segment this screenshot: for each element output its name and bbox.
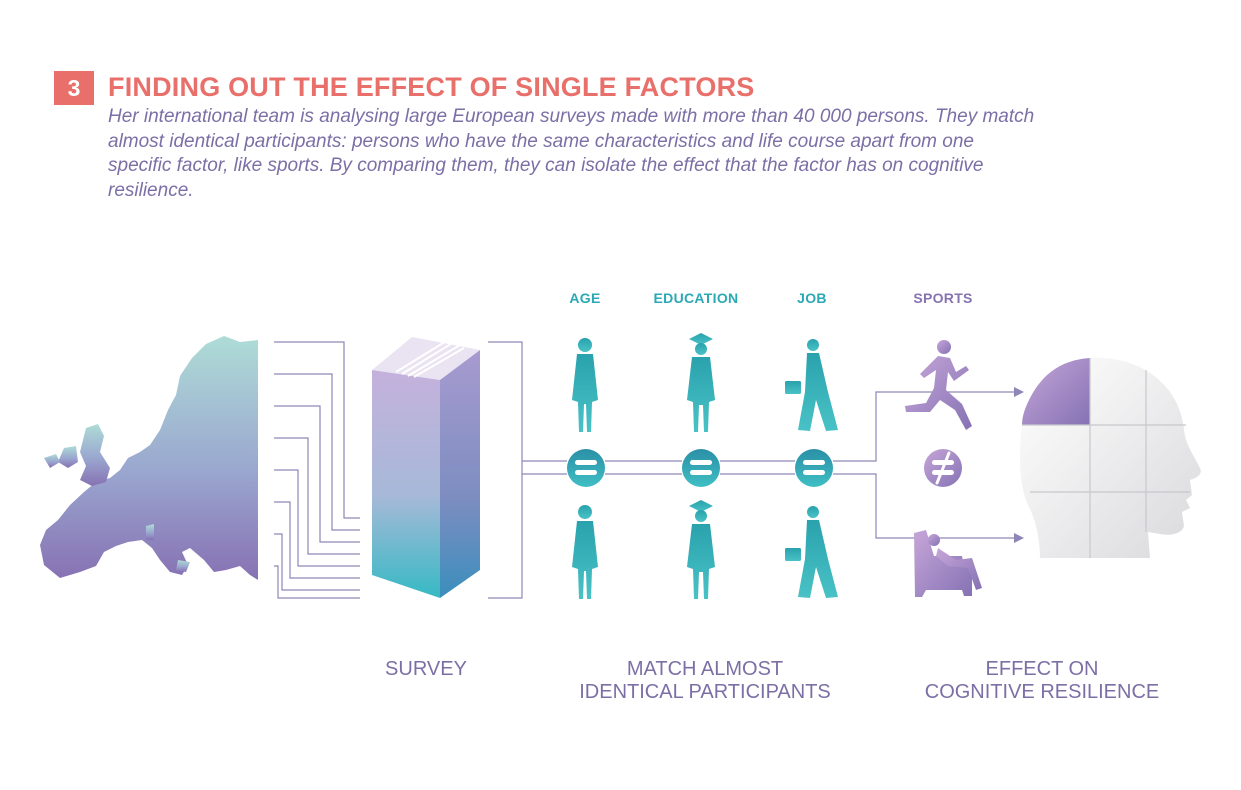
equal-sign-icon — [682, 449, 720, 487]
intro-paragraph: Her international team is analysing larg… — [108, 106, 1035, 202]
caption-effect-line2: COGNITIVE RESILIENCE — [924, 681, 1160, 703]
equal-sign-icon — [795, 449, 833, 487]
factor-label-age: AGE — [569, 290, 601, 306]
armchair-sitter-icon — [914, 530, 982, 597]
person-job-icon — [785, 339, 838, 431]
person-graduate-icon — [687, 333, 715, 432]
person-age-icon — [572, 505, 598, 599]
caption-match: MATCH ALMOST IDENTICAL PARTICIPANTS — [565, 658, 845, 704]
factor-label-education: EDUCATION — [653, 290, 739, 306]
equal-sign-icon — [567, 449, 605, 487]
survey-connector-lines — [488, 341, 1020, 599]
caption-effect-line1: EFFECT ON — [985, 658, 1099, 680]
person-job-icon — [785, 506, 838, 598]
factor-label-sports: SPORTS — [913, 290, 973, 306]
factor-label-job: JOB — [797, 290, 827, 306]
step-number-badge: 3 — [54, 71, 94, 105]
arrowheads — [1014, 387, 1024, 543]
map-connector-lines — [274, 341, 360, 599]
caption-survey: SURVEY — [385, 658, 467, 680]
runner-icon — [905, 340, 972, 430]
survey-stack-icon — [372, 337, 480, 598]
caption-match-line2: IDENTICAL PARTICIPANTS — [579, 681, 831, 703]
puzzle-head-icon — [1019, 357, 1201, 558]
person-age-icon — [572, 338, 598, 432]
caption-effect: EFFECT ON COGNITIVE RESILIENCE — [912, 658, 1172, 704]
not-equal-sign-icon — [924, 449, 962, 487]
europe-map-icon — [40, 336, 258, 580]
caption-match-line1: MATCH ALMOST — [626, 658, 784, 680]
section-title: FINDING OUT THE EFFECT OF SINGLE FACTORS — [108, 72, 755, 102]
person-graduate-icon — [687, 500, 715, 599]
